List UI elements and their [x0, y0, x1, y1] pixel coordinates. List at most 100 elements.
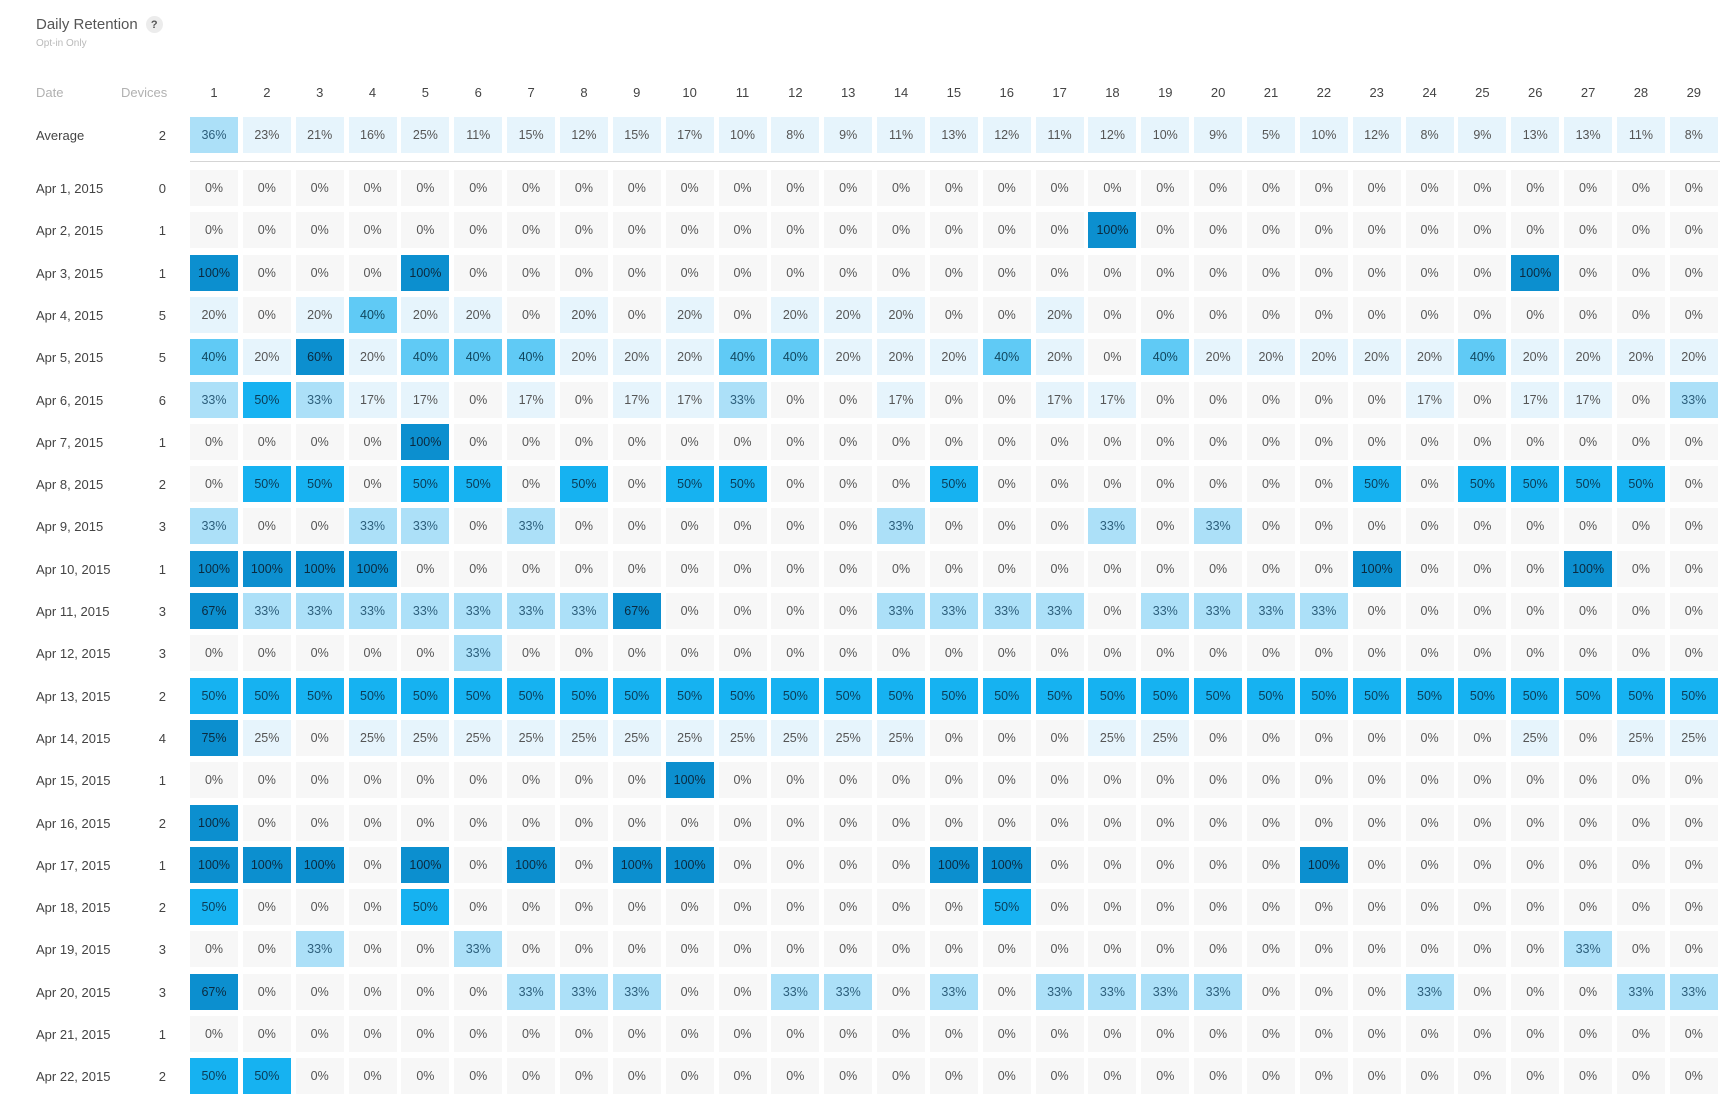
cohort-row-label: Apr 13, 2015: [36, 688, 111, 704]
heatmap-cell: 40%: [718, 339, 767, 376]
heatmap-cell: 33%: [824, 973, 873, 1010]
heatmap-cell: 0%: [190, 1016, 238, 1052]
heatmap-cell: 0%: [1035, 1058, 1084, 1095]
heatmap-cell: 0%: [1616, 804, 1665, 841]
heatmap-cell: 100%: [401, 254, 450, 291]
heatmap-cell: 50%: [1352, 466, 1401, 503]
heatmap-cell: 0%: [1035, 762, 1084, 799]
heatmap-cell: 0%: [507, 1016, 556, 1052]
heatmap-cell: 0%: [1088, 423, 1137, 460]
heatmap-cell: 50%: [1088, 677, 1137, 714]
help-icon[interactable]: ?: [145, 16, 163, 33]
heatmap-cell: 0%: [1247, 846, 1295, 883]
heatmap-cell: 0%: [824, 550, 873, 587]
heatmap-cell: 0%: [718, 889, 767, 926]
heatmap-cell: 0%: [295, 254, 344, 291]
heatmap-cell: 25%: [1616, 719, 1665, 756]
heatmap-cell: 33%: [877, 593, 926, 629]
heatmap-cell: 20%: [824, 339, 873, 376]
heatmap-cell: 33%: [190, 381, 238, 418]
heatmap-cell: 33%: [1194, 508, 1243, 545]
heatmap-cell: 0%: [877, 550, 926, 587]
heatmap-cell: 50%: [877, 677, 926, 714]
heatmap-cell: 0%: [190, 762, 238, 799]
heatmap-cell: 33%: [1141, 973, 1190, 1010]
heatmap-cell: 0%: [1141, 931, 1190, 968]
heatmap-cell: 33%: [1669, 973, 1718, 1010]
heatmap-cell: 0%: [771, 381, 820, 418]
heatmap-cell: 0%: [982, 254, 1031, 291]
cohort-row-label: Apr 5, 2015: [36, 350, 104, 366]
heatmap-cell: 0%: [929, 889, 978, 926]
heatmap-cell: 0%: [824, 931, 873, 968]
heatmap-cell: 0%: [1352, 804, 1401, 841]
heatmap-cell: 8%: [1405, 117, 1454, 153]
heatmap-cell: 100%: [1564, 550, 1613, 587]
heatmap-cell: 0%: [242, 508, 291, 545]
heatmap-cell: 0%: [771, 804, 820, 841]
heatmap-cell: 0%: [1405, 931, 1454, 968]
heatmap-cell: 0%: [1669, 846, 1718, 883]
heatmap-cell: 0%: [507, 931, 556, 968]
heatmap-cell: 33%: [559, 593, 608, 629]
heatmap-cell: 50%: [982, 889, 1031, 926]
heatmap-cell: 33%: [559, 973, 608, 1010]
heatmap-cell: 0%: [401, 1058, 450, 1095]
heatmap-cell: 0%: [665, 423, 714, 460]
heatmap-cell: 0%: [1405, 466, 1454, 503]
heatmap-cell: 0%: [982, 466, 1031, 503]
heatmap-cell: 20%: [1405, 339, 1454, 376]
heatmap-cell: 20%: [771, 296, 820, 333]
heatmap-cell: 50%: [1247, 677, 1295, 714]
heatmap-cell: 0%: [1194, 635, 1243, 672]
heatmap-cell: 0%: [1564, 254, 1613, 291]
average-row-devices: 2: [158, 128, 166, 143]
heatmap-cell: 0%: [1035, 254, 1084, 291]
heatmap-cell: 0%: [1352, 973, 1401, 1010]
heatmap-cell: 0%: [824, 804, 873, 841]
heatmap-cell: 0%: [718, 508, 767, 545]
heatmap-cell: 50%: [1458, 466, 1507, 503]
heatmap-cell: 0%: [1669, 931, 1718, 968]
heatmap-cell: 0%: [665, 931, 714, 968]
heatmap-cell: 0%: [824, 466, 873, 503]
heatmap-cell: 0%: [1669, 550, 1718, 587]
heatmap-cell: 0%: [1299, 635, 1348, 672]
heatmap-cell: 50%: [1194, 677, 1243, 714]
heatmap-cell: 50%: [190, 1058, 238, 1095]
heatmap-cell: 0%: [929, 212, 978, 249]
heatmap-cell: 0%: [1458, 635, 1507, 672]
heatmap-cell: 0%: [1194, 1058, 1243, 1095]
heatmap-cell: 0%: [401, 212, 450, 249]
heatmap-cell: 20%: [612, 339, 661, 376]
heatmap-cell: 0%: [242, 804, 291, 841]
heatmap-cell: 0%: [982, 550, 1031, 587]
heatmap-cell: 0%: [1669, 212, 1718, 249]
heatmap-cell: 0%: [1405, 1058, 1454, 1095]
heatmap-cell: 0%: [718, 212, 767, 249]
heatmap-cell: 0%: [454, 170, 503, 206]
heatmap-cell: 0%: [1247, 973, 1295, 1010]
heatmap-cell: 0%: [559, 762, 608, 799]
heatmap-cell: 0%: [1141, 804, 1190, 841]
heatmap-cell: 0%: [771, 1016, 820, 1052]
heatmap-cell: 0%: [824, 635, 873, 672]
heatmap-cell: 0%: [242, 212, 291, 249]
heatmap-cell: 17%: [877, 381, 926, 418]
heatmap-cell: 0%: [718, 1016, 767, 1052]
heatmap-cell: 20%: [665, 339, 714, 376]
heatmap-cell: 17%: [1088, 381, 1137, 418]
heatmap-cell: 0%: [454, 212, 503, 249]
heatmap-cell: 0%: [929, 1058, 978, 1095]
heatmap-cell: 0%: [348, 889, 397, 926]
average-divider: [190, 161, 1720, 162]
heatmap-cell: 0%: [1035, 508, 1084, 545]
heatmap-cell: 15%: [612, 117, 661, 153]
heatmap-cell: 0%: [1564, 804, 1613, 841]
heatmap-cell: 0%: [718, 931, 767, 968]
heatmap-cell: 0%: [1352, 889, 1401, 926]
cohort-row-devices: 3: [158, 519, 166, 535]
heatmap-cell: 0%: [665, 973, 714, 1010]
heatmap-cell: 0%: [1564, 508, 1613, 545]
heatmap-cell: 0%: [665, 635, 714, 672]
